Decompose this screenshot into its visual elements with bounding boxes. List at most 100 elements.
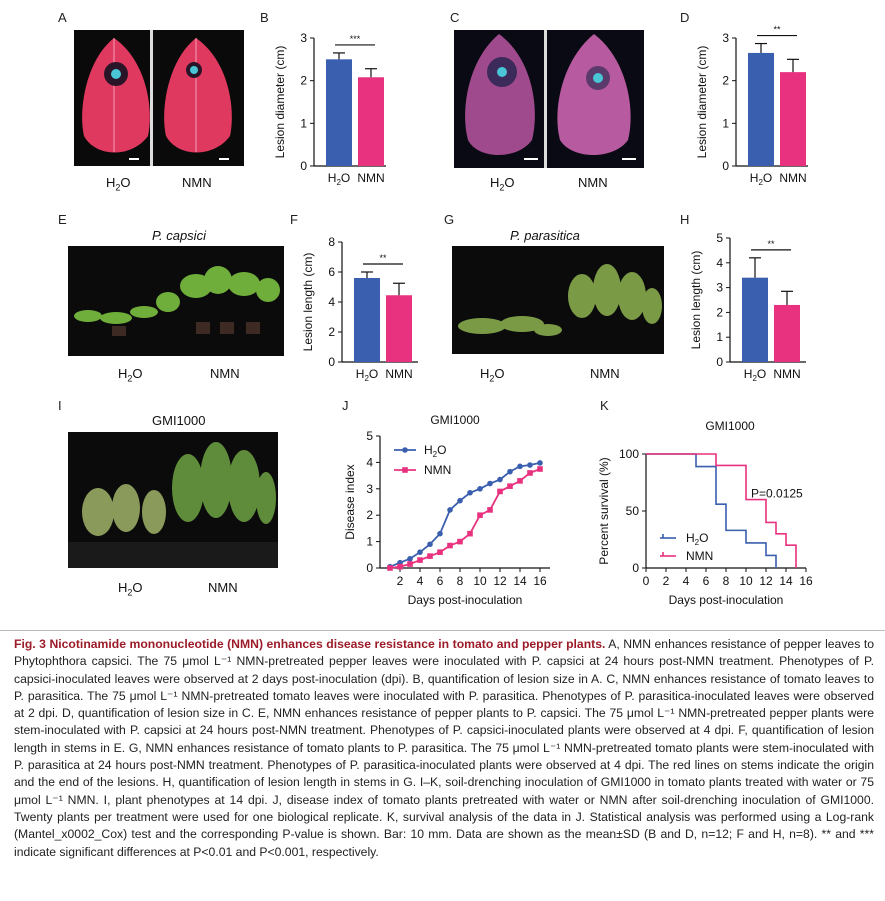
bar-nmn: [386, 295, 412, 362]
data-point-nmn: [497, 488, 503, 495]
panel-title-e: P. capsici: [152, 228, 206, 243]
panel-letter-k: K: [600, 398, 609, 413]
y-tick-label: 0: [366, 561, 373, 575]
y-tick-label: 4: [366, 455, 373, 469]
data-point-nmn: [457, 538, 463, 545]
legend-marker-nmn: [402, 467, 408, 473]
data-point-h2o: [457, 497, 463, 504]
bar-nmn: [358, 77, 384, 166]
y-tick-label: 4: [328, 295, 335, 309]
data-point-nmn: [417, 557, 423, 563]
panel-letter-c: C: [450, 10, 460, 25]
label-nmn-g: NMN: [590, 366, 620, 381]
x-tick-label: 6: [703, 574, 710, 588]
photo-pepper-plants: [68, 246, 284, 356]
bar-h2o: [742, 277, 768, 362]
y-axis-label: Lesion length (cm): [301, 253, 315, 352]
label-h2o-g: H2O: [480, 366, 505, 384]
x-tick-label: NMN: [357, 171, 384, 185]
data-point-nmn: [387, 565, 393, 571]
bar-nmn: [774, 304, 800, 362]
x-tick-label: 12: [493, 574, 507, 588]
panel-letter-g: G: [444, 212, 455, 227]
y-axis-label: Disease index: [343, 464, 357, 539]
legend-label-nmn: NMN: [686, 549, 713, 563]
data-point-h2o: [517, 463, 523, 470]
data-point-nmn: [527, 470, 533, 476]
y-tick-label: 5: [716, 231, 723, 245]
photo-tomato-leaves: [454, 30, 644, 168]
panel-letter-b: B: [260, 10, 269, 25]
y-tick-label: 3: [300, 31, 307, 45]
x-tick-label: 0: [643, 574, 650, 588]
photo-tomato-plants-g: [452, 246, 664, 354]
x-tick-label: NMN: [385, 367, 412, 381]
significance-stars: **: [379, 253, 387, 263]
y-tick-label: 1: [716, 330, 723, 344]
x-tick-label: 2: [397, 574, 404, 588]
figure-caption: Fig. 3 Nicotinamide mononucleotide (NMN)…: [14, 636, 874, 861]
panel-letter-e: E: [58, 212, 67, 227]
label-nmn-e: NMN: [210, 366, 240, 381]
legend-label-nmn: NMN: [424, 463, 451, 477]
y-tick-label: 5: [366, 429, 373, 443]
data-point-nmn: [537, 466, 543, 472]
legend-marker-h2o: [402, 447, 408, 453]
series-line-h2o: [389, 462, 541, 568]
x-tick-label: 2: [663, 574, 670, 588]
data-point-nmn: [407, 561, 413, 567]
y-tick-label: 3: [716, 281, 723, 295]
y-tick-label: 2: [328, 325, 335, 339]
significance-stars: **: [773, 25, 781, 35]
caption-divider: [0, 630, 885, 631]
y-tick-label: 0: [722, 159, 729, 173]
y-tick-label: 2: [722, 74, 729, 88]
survival-curve-nmn: [646, 453, 797, 568]
x-tick-label: 14: [513, 574, 527, 588]
bar-h2o: [354, 278, 380, 362]
y-tick-label: 1: [722, 116, 729, 130]
data-point-h2o: [437, 530, 443, 537]
bar-nmn: [780, 72, 806, 166]
legend-label-h2o: H2O: [686, 531, 708, 547]
x-axis-label: Days post-inoculation: [408, 593, 523, 607]
label-h2o-e: H2O: [118, 366, 143, 384]
panel-letter-f: F: [290, 212, 298, 227]
panel-letter-h: H: [680, 212, 690, 227]
legend-label-h2o: H2O: [424, 443, 446, 459]
y-tick-label: 0: [300, 159, 307, 173]
data-point-nmn: [487, 507, 493, 513]
caption-title: Fig. 3 Nicotinamide mononucleotide (NMN)…: [14, 637, 606, 651]
panel-letter-i: I: [58, 398, 62, 413]
y-tick-label: 0: [716, 355, 723, 369]
y-tick-label: 1: [366, 535, 373, 549]
x-tick-label: 16: [533, 574, 547, 588]
label-h2o-i: H2O: [118, 580, 143, 598]
plant-image: [68, 246, 284, 356]
leaf-image: [454, 30, 644, 168]
y-tick-label: 0: [632, 561, 639, 575]
data-point-h2o: [537, 460, 543, 466]
x-tick-label: 6: [437, 574, 444, 588]
x-tick-label: 4: [683, 574, 690, 588]
data-point-h2o: [527, 462, 533, 468]
y-tick-label: 6: [328, 265, 335, 279]
photo-tomato-plants-i: [68, 432, 278, 568]
label-nmn-c: NMN: [578, 175, 608, 190]
data-point-nmn: [507, 483, 513, 489]
survival-curve-h2o: [646, 453, 777, 568]
panel-letter-j: J: [342, 398, 349, 413]
label-h2o-a: H2O: [106, 175, 131, 193]
data-point-h2o: [427, 541, 433, 548]
data-point-nmn: [437, 549, 443, 555]
data-point-h2o: [447, 507, 453, 513]
data-point-nmn: [477, 512, 483, 518]
x-tick-label: H2O: [750, 171, 772, 187]
series-line-nmn: [389, 468, 541, 569]
chart-d: 0 1 2 3 Lesion diameter (cm) H2O NMN **: [695, 25, 808, 187]
panel-title-i: GMI1000: [152, 413, 206, 428]
chart-f: 0 2 4 6 8 Lesion length (cm) H2O NMN **: [301, 235, 418, 383]
data-point-nmn: [447, 542, 453, 549]
y-tick-label: 1: [300, 116, 307, 130]
y-axis-label: Percent survival (%): [597, 457, 611, 564]
